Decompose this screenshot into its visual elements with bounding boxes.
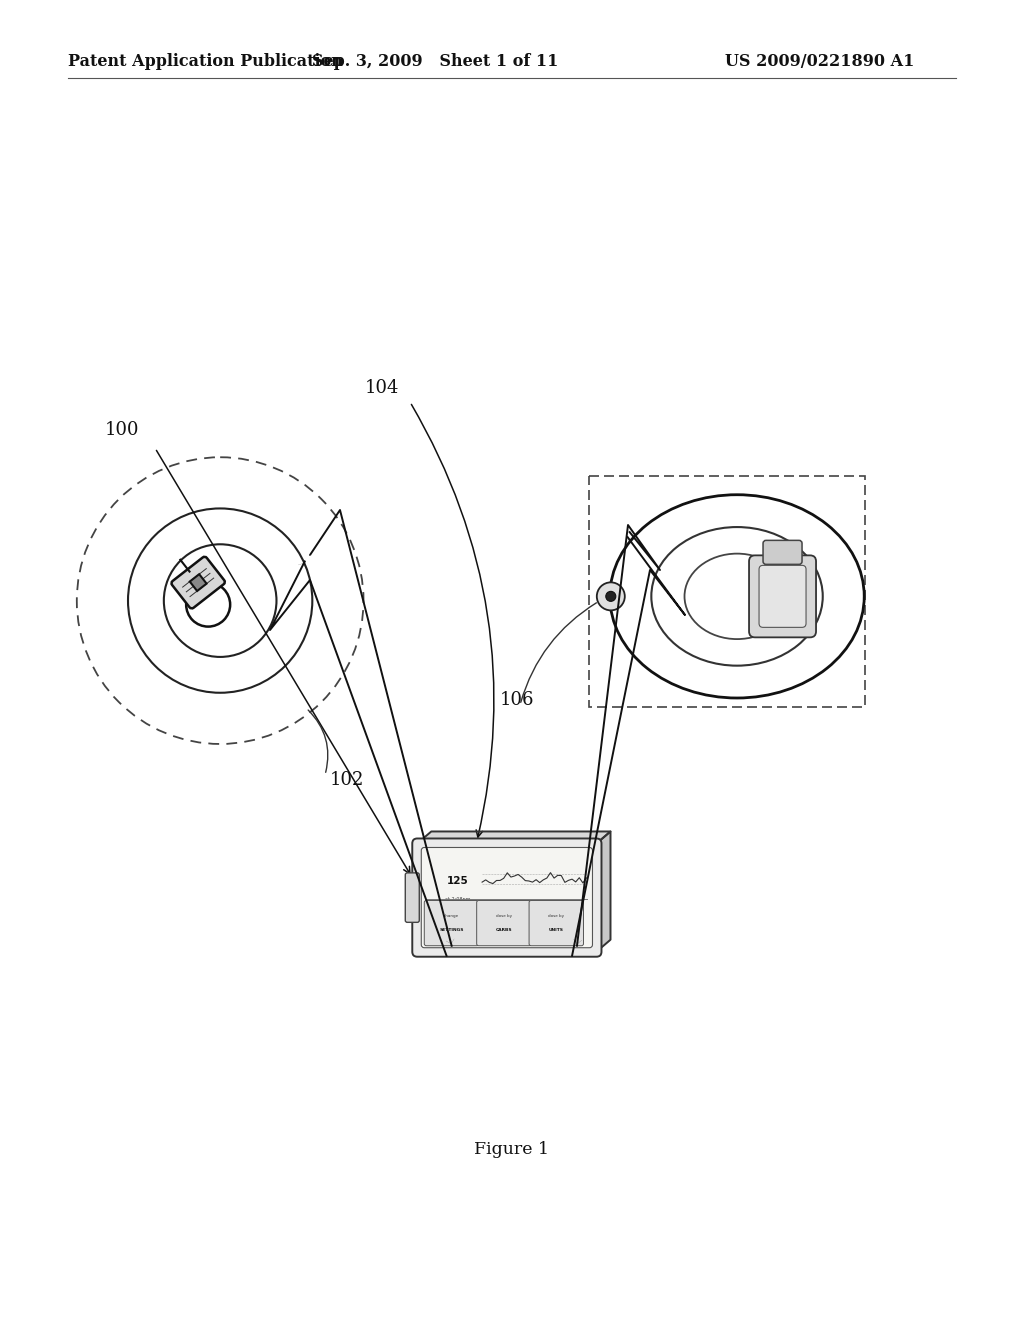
Text: 104: 104 bbox=[365, 379, 399, 397]
Text: 125: 125 bbox=[446, 875, 468, 886]
FancyBboxPatch shape bbox=[171, 557, 225, 609]
FancyBboxPatch shape bbox=[406, 873, 419, 923]
FancyBboxPatch shape bbox=[529, 900, 584, 945]
FancyBboxPatch shape bbox=[189, 574, 207, 591]
FancyBboxPatch shape bbox=[424, 900, 478, 945]
Text: Sep. 3, 2009   Sheet 1 of 11: Sep. 3, 2009 Sheet 1 of 11 bbox=[312, 54, 558, 70]
Text: 106: 106 bbox=[500, 690, 535, 709]
FancyBboxPatch shape bbox=[477, 900, 531, 945]
Text: at 2:08pm: at 2:08pm bbox=[444, 898, 470, 902]
FancyBboxPatch shape bbox=[763, 540, 802, 565]
Text: 100: 100 bbox=[105, 421, 139, 440]
Text: SETTINGS: SETTINGS bbox=[439, 928, 464, 932]
FancyBboxPatch shape bbox=[759, 565, 806, 627]
Text: UNITS: UNITS bbox=[549, 928, 564, 932]
Text: US 2009/0221890 A1: US 2009/0221890 A1 bbox=[725, 54, 914, 70]
Circle shape bbox=[597, 582, 625, 610]
FancyBboxPatch shape bbox=[421, 847, 593, 948]
Polygon shape bbox=[418, 832, 610, 843]
Circle shape bbox=[606, 591, 615, 602]
Text: change: change bbox=[444, 913, 459, 919]
Text: dose by: dose by bbox=[548, 913, 564, 919]
Text: 102: 102 bbox=[330, 771, 365, 789]
FancyBboxPatch shape bbox=[749, 556, 816, 638]
Polygon shape bbox=[596, 832, 610, 952]
Text: CARBS: CARBS bbox=[496, 928, 512, 932]
FancyBboxPatch shape bbox=[413, 838, 601, 957]
Text: dose by: dose by bbox=[496, 913, 512, 919]
Text: Figure 1: Figure 1 bbox=[474, 1142, 550, 1159]
Text: Patent Application Publication: Patent Application Publication bbox=[68, 54, 343, 70]
